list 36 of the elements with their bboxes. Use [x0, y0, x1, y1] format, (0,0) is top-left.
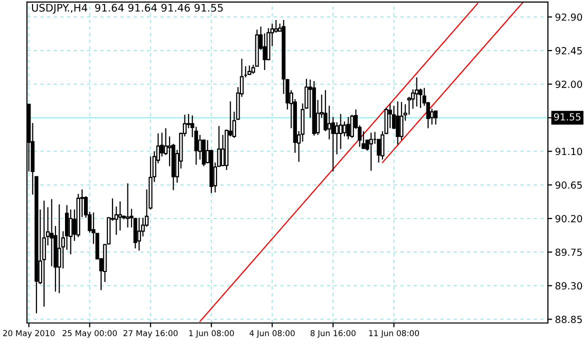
x-tick-label: 4 Jun 08:00: [250, 330, 295, 338]
candlestick: [400, 102, 404, 141]
candlestick: [202, 138, 206, 167]
candlestick: [396, 100, 400, 146]
x-tick-label: 11 Jun 08:00: [369, 330, 419, 338]
y-tick-label: 88.85: [556, 316, 582, 324]
candlestick: [220, 134, 225, 167]
y-tick-label: 90.65: [555, 181, 582, 189]
y-tick-label: 89.75: [556, 248, 582, 256]
candlestick: [414, 76, 419, 108]
candlestick: [274, 19, 278, 34]
candlestick: [334, 122, 339, 155]
candlestick: [369, 132, 373, 172]
candlestick: [118, 200, 122, 231]
candlestick: [68, 208, 73, 255]
ref-line-label: 91.55: [554, 113, 580, 121]
candlestick: [327, 105, 332, 140]
y-tick-label: 91.10: [555, 148, 582, 156]
x-tick-label: 20 May 2010: [3, 330, 55, 338]
candlestick: [342, 120, 346, 137]
x-tick-label: 25 May 00:00: [62, 330, 117, 338]
candlestick: [57, 204, 62, 294]
y-tick-label: 90.20: [555, 214, 582, 222]
chart-title: USDJPY.,H4 91.64 91.64 91.46 91.55: [32, 4, 223, 14]
candlestick: [42, 200, 46, 308]
candlestick: [126, 182, 130, 228]
x-tick-label: 1 Jun 08:00: [189, 330, 234, 338]
candlestick: [137, 217, 142, 252]
y-tick-label: 92.00: [555, 80, 582, 88]
x-tick-label: 27 May 16:00: [124, 330, 178, 338]
y-tick-label: 92.90: [555, 13, 582, 21]
x-tick-label: 8 Jun 16:00: [310, 330, 356, 338]
candlestick: [434, 110, 438, 126]
y-tick-label: 89.30: [556, 282, 582, 290]
candlestick: [346, 116, 350, 140]
y-tick-label: 92.45: [555, 47, 582, 54]
